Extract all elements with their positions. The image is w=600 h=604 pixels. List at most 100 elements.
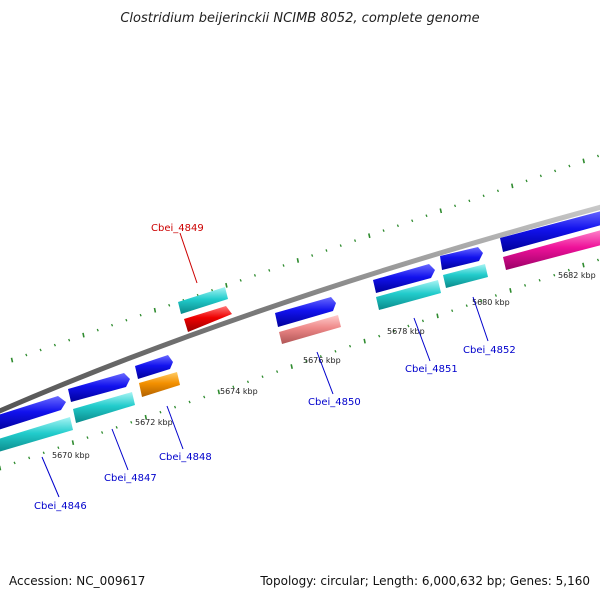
inner-tick-mark (232, 385, 235, 389)
outer-tick-mark (382, 229, 385, 232)
inner-tick-mark (203, 395, 206, 399)
inner-tick-mark (173, 405, 177, 409)
outer-tick-mark (268, 269, 271, 272)
inner-tick-mark (348, 344, 352, 348)
inner-tick-mark (159, 410, 162, 414)
gene-cbei-4850-feature[interactable] (275, 297, 336, 327)
callout-line-cbei-4847 (111, 428, 129, 471)
cds-cbei-4847-feature[interactable] (73, 392, 135, 423)
inner-tick-mark (319, 355, 322, 358)
outer-tick-mark (296, 258, 300, 263)
outer-tick-mark (282, 264, 285, 267)
scale-label-5672: 5672 kbp (135, 418, 173, 427)
inner-tick-mark (42, 451, 45, 455)
gene-cbei-4852-feature[interactable] (440, 247, 483, 270)
outer-tick-mark (368, 233, 371, 239)
outer-tick-mark (596, 154, 600, 158)
cds-cbei-4850-feature[interactable] (279, 315, 341, 344)
gene-cbei-4851-feature[interactable] (373, 264, 435, 293)
outer-tick-mark (353, 239, 357, 242)
outer-tick-mark (168, 303, 171, 307)
outer-tick-mark (554, 169, 557, 173)
inner-tick-mark (130, 420, 133, 424)
genome-info-text: Topology: circular; Length: 6,000,632 bp… (260, 574, 590, 588)
outer-tick-mark (325, 249, 328, 252)
outer-tick-mark (225, 282, 228, 288)
inner-tick-mark (86, 436, 89, 439)
outer-tick-mark (25, 353, 28, 357)
map-title: Clostridium beijerinckii NCIMB 8052, com… (120, 11, 479, 26)
callout-line-cbei-4849 (179, 232, 198, 284)
cds-cbei-4848-feature[interactable] (139, 372, 180, 397)
cds-cbei-4846-feature[interactable] (0, 417, 73, 453)
inner-tick-mark (305, 360, 308, 363)
gene-label-cbei-4847[interactable]: Cbei_4847 (104, 473, 157, 484)
inner-tick-mark (13, 461, 16, 465)
inner-tick-mark (57, 446, 60, 450)
gene-label-cbei-4848[interactable]: Cbei_4848 (159, 452, 212, 463)
inner-tick-mark (582, 262, 585, 268)
outer-tick-mark (253, 274, 257, 277)
cds-cbei-4849-feature[interactable] (184, 306, 232, 332)
gene-cbei-4846-feature[interactable] (0, 396, 66, 431)
inner-tick-mark (188, 400, 191, 404)
inner-tick-mark (451, 309, 454, 313)
outer-tick-mark (68, 338, 71, 342)
outer-tick-mark (439, 208, 443, 214)
inner-tick-mark (480, 299, 483, 302)
gene-cbei-4847-feature[interactable] (68, 373, 130, 402)
outer-tick-mark (10, 357, 14, 363)
inner-tick-mark (523, 284, 527, 287)
inner-tick-mark (407, 324, 410, 328)
outer-tick-mark (110, 323, 114, 327)
outer-tick-mark (411, 219, 414, 223)
gene-label-cbei-4852[interactable]: Cbei_4852 (463, 345, 516, 356)
outer-tick-mark (468, 199, 471, 203)
outer-tick-mark (568, 164, 571, 168)
outer-tick-mark (139, 313, 142, 317)
gene-label-cbei-4850[interactable]: Cbei_4850 (308, 397, 361, 408)
inner-tick-mark (276, 370, 279, 373)
gene-cbei-4849-feature[interactable] (178, 287, 228, 314)
outer-tick-mark (496, 189, 500, 193)
outer-tick-mark (396, 224, 399, 228)
inner-tick-mark (465, 304, 468, 308)
inner-tick-mark (290, 364, 293, 369)
inner-tick-mark (334, 349, 337, 353)
gene-next-feature[interactable] (500, 210, 600, 252)
outer-tick-mark (339, 244, 342, 247)
scale-label-5676: 5676 kbp (303, 356, 341, 365)
callout-line-cbei-4850 (316, 351, 334, 395)
inner-tick-mark (436, 313, 439, 319)
inner-tick-mark (0, 465, 2, 471)
callout-line-cbei-4848 (166, 405, 184, 450)
gene-label-cbei-4849[interactable]: Cbei_4849 (151, 223, 204, 234)
outer-tick-mark (96, 328, 99, 332)
outer-tick-mark (539, 174, 542, 178)
gene-label-cbei-4846[interactable]: Cbei_4846 (34, 501, 87, 512)
gene-label-cbei-4851[interactable]: Cbei_4851 (405, 364, 458, 375)
cds-cbei-4852-feature[interactable] (443, 264, 488, 288)
outer-tick-mark (39, 348, 42, 352)
callout-line-cbei-4846 (41, 456, 60, 498)
inner-tick-mark (246, 380, 250, 384)
scale-label-5682: 5682 kbp (558, 271, 596, 280)
inner-tick-mark (115, 426, 118, 429)
gene-cbei-4848-feature[interactable] (135, 355, 173, 379)
scale-label-5670: 5670 kbp (52, 451, 90, 460)
callout-line-cbei-4852 (472, 296, 489, 342)
scale-label-5674: 5674 kbp (220, 387, 258, 396)
outer-tick-mark (525, 179, 528, 183)
scale-label-5680: 5680 kbp (472, 298, 510, 307)
cds-cbei-4851-feature[interactable] (376, 280, 441, 310)
inner-tick-mark (363, 338, 366, 344)
outer-tick-mark (82, 332, 85, 338)
outer-tick-mark (582, 158, 585, 164)
outer-tick-mark (482, 194, 485, 198)
genome-backbone (0, 204, 600, 414)
cds-next-feature[interactable] (503, 229, 600, 270)
outer-tick-mark (453, 204, 457, 208)
inner-tick-mark (538, 278, 541, 282)
